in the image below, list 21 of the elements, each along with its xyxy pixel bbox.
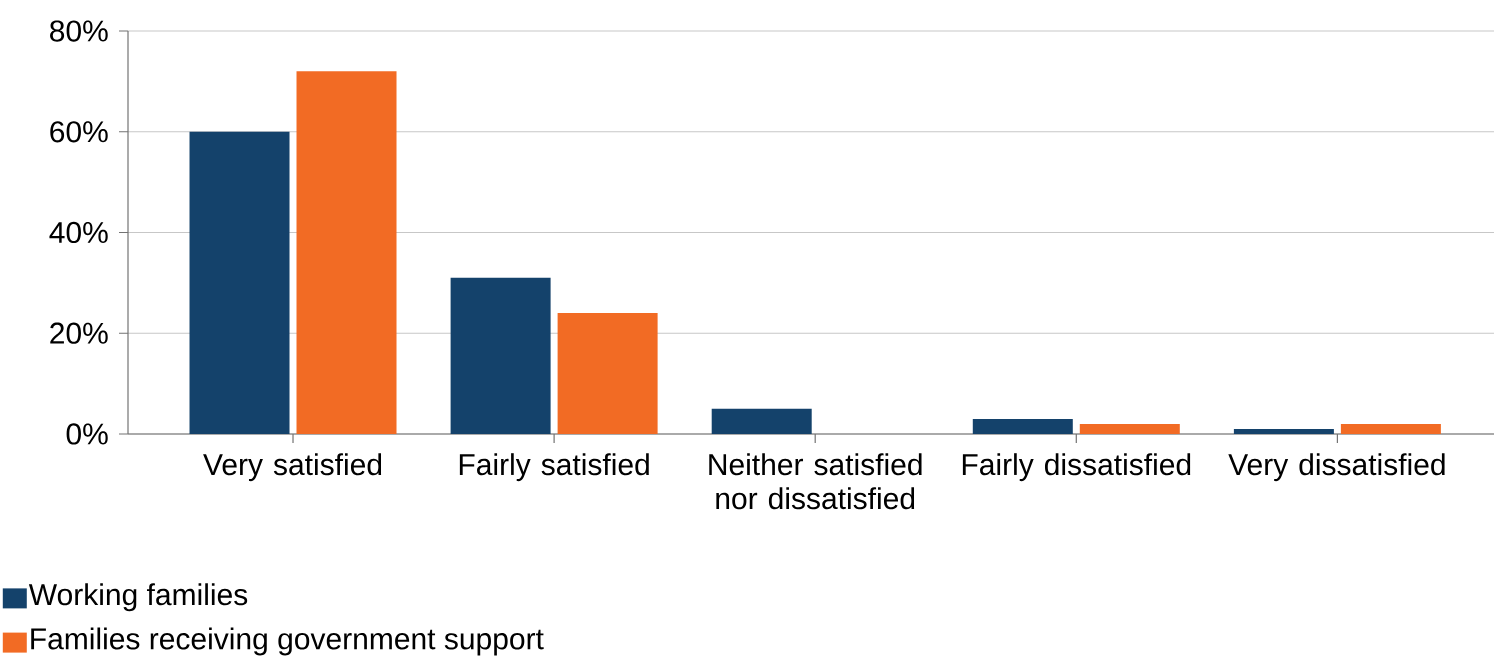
bar [1340,423,1441,434]
bar [972,418,1073,434]
legend-label: Working families [28,583,248,612]
bar [711,408,812,434]
bar [450,277,551,434]
x-tick-label: Neither satisfied nor dissatisfied [709,453,922,510]
bar [189,131,290,434]
legend-label: Families receiving government support [31,627,544,656]
y-tick-label: 0% [66,423,108,445]
y-tick-label: 80% [50,20,108,42]
bar [1079,423,1180,434]
x-tick-label: Very dissatisfied [1228,453,1445,482]
x-tick-label: Fairly satisfied [459,453,649,482]
bar [557,313,658,434]
y-tick-label: 20% [50,322,108,344]
bar [296,71,397,434]
x-tick-label: Very satisfied [203,453,382,482]
bar [1233,428,1334,434]
x-tick-label: Fairly dissatisfied [962,453,1191,482]
y-tick-label: 60% [50,121,108,143]
y-tick-label: 40% [49,221,108,244]
